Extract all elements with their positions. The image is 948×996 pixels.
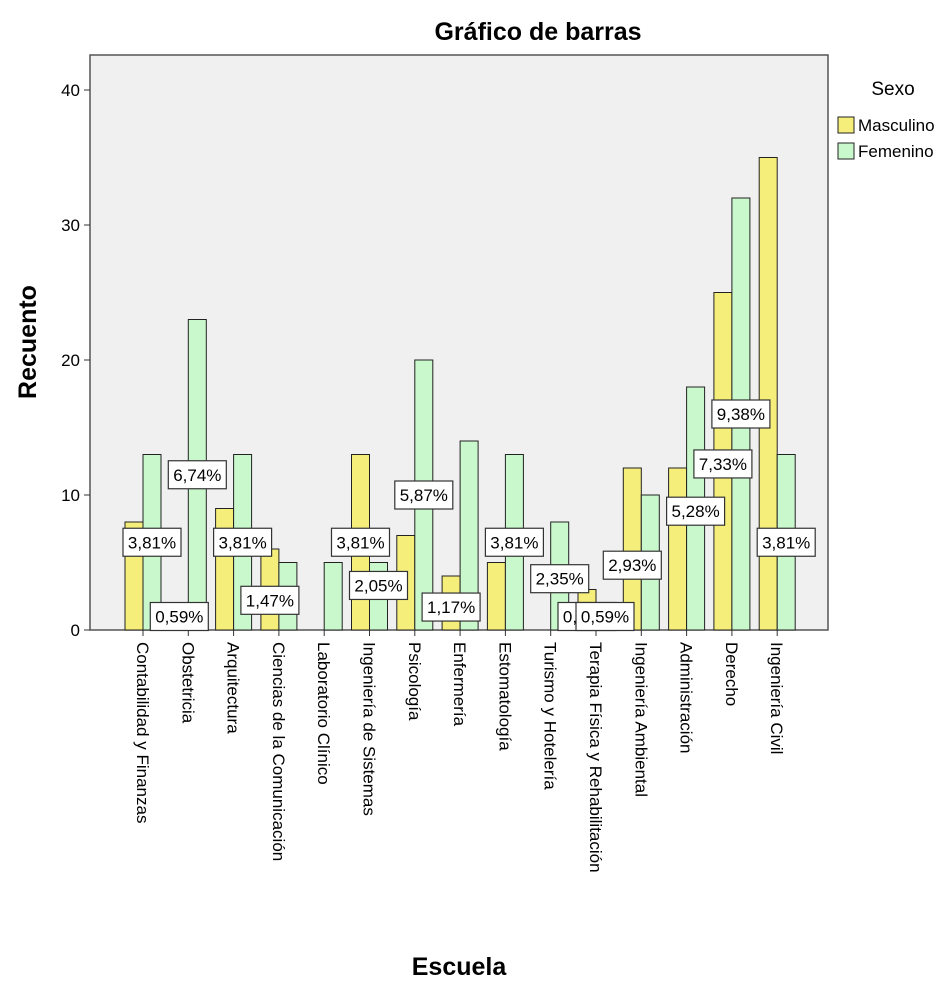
y-axis: 0 10 20 30 40 — [61, 81, 90, 640]
data-label-box — [530, 564, 590, 594]
data-label-box — [711, 399, 771, 429]
data-label-box — [421, 592, 481, 622]
data-label-box — [602, 550, 662, 580]
data-label-box — [330, 527, 391, 557]
data-label: 6,74% — [167, 460, 227, 490]
data-label-text: 2,05% — [354, 576, 402, 595]
x-tick-label: Administración — [677, 642, 696, 754]
data-label-box — [665, 496, 726, 526]
bar-masculino-8 — [486, 562, 506, 631]
x-axis-title: Escuela — [412, 953, 508, 981]
y-tick-label: 0 — [71, 621, 80, 640]
data-label: 2,35% — [530, 564, 590, 594]
x-tick-label: Ciencias de la Comunicación — [269, 642, 288, 861]
x-tick-label: Ingeniería de Sistemas — [360, 642, 379, 816]
data-label-box — [484, 527, 544, 557]
legend-label-masculino: Masculino — [858, 116, 935, 135]
data-labels-group: 3,81% 0,59% 6,74% 3,81% 1,47% 3,81% 2,05% 5,87%… — [122, 399, 816, 632]
data-label-text: 2,35% — [536, 570, 584, 589]
data-label: 9,38% — [711, 399, 771, 429]
data-label-text: 7,33% — [699, 455, 747, 474]
x-tick-label: Laboratorio Clínico — [314, 642, 333, 785]
legend-title: Sexo — [871, 79, 914, 100]
legend-swatch-masculino — [837, 116, 855, 134]
data-label-box — [213, 527, 273, 557]
x-tick-label: Ingeniería Ambiental — [631, 642, 650, 797]
bar-femenino-4 — [323, 562, 343, 631]
bar-masculino-2 — [215, 508, 235, 631]
data-label: 3,81% — [484, 527, 544, 557]
data-label-text: 0,59% — [581, 608, 629, 627]
data-label-box — [756, 527, 816, 557]
y-tick-label: 20 — [61, 351, 80, 370]
data-label-text: 0,59% — [155, 608, 203, 627]
data-label-box — [167, 460, 227, 490]
data-label: 1,17% — [421, 592, 481, 622]
legend-label-femenino: Femenino — [858, 142, 934, 161]
data-label-text: 6,74% — [173, 466, 221, 485]
legend: Sexo Masculino Femenino — [837, 79, 935, 161]
x-tick-label: Estomatología — [495, 642, 514, 751]
data-label: 5,87% — [394, 480, 454, 510]
x-tick-label: Terapia Física y Rehabilitación — [586, 642, 605, 873]
x-tick-label: Obstetricia — [178, 642, 197, 724]
data-label: 5,28% — [665, 496, 726, 526]
data-label-box — [575, 601, 635, 632]
data-label-box — [122, 527, 182, 557]
bar-femenino-7 — [459, 440, 479, 631]
data-label-text: 5,28% — [671, 502, 719, 521]
chart-title: Gráfico de barras — [434, 18, 641, 46]
y-tick-label: 30 — [61, 216, 80, 235]
data-label-text: 5,87% — [400, 486, 448, 505]
x-tick-label: Contabilidad y Finanzas — [133, 642, 152, 823]
data-label-box — [348, 570, 409, 601]
data-label-box — [149, 601, 209, 632]
data-label-box — [240, 585, 300, 615]
data-label-text: 3,81% — [490, 533, 538, 552]
data-label-text: 1,47% — [246, 591, 294, 610]
data-label: 7,33% — [693, 449, 753, 479]
data-label-text: 3,81% — [336, 533, 384, 552]
data-label-box — [394, 480, 454, 510]
y-tick-label: 40 — [61, 81, 80, 100]
data-label: 1,47% — [240, 585, 300, 615]
x-tick-label: Psicología — [405, 642, 424, 721]
x-tick-label: Turismo y Hotelería — [541, 642, 560, 790]
data-label-box — [693, 449, 753, 479]
data-label: 0,59% — [575, 601, 635, 632]
data-label: 2,05% — [348, 570, 409, 601]
bar-masculino-12 — [668, 467, 688, 631]
x-tick-label: Arquitectura — [224, 642, 243, 734]
bar-masculino-14 — [758, 157, 778, 631]
data-label: 0,59% — [149, 601, 209, 632]
legend-swatch-femenino — [837, 142, 855, 160]
data-label: 3,81% — [213, 527, 273, 557]
x-tick-label: Enfermería — [450, 642, 469, 727]
data-label: 3,81% — [122, 527, 182, 557]
data-label: 2,93% — [602, 550, 662, 580]
y-tick-label: 10 — [61, 486, 80, 505]
data-label-text: 1,17% — [427, 598, 475, 617]
y-axis-title: Recuento — [14, 285, 42, 399]
x-tick-label: Derecho — [722, 642, 741, 706]
data-label-text: 3,81% — [762, 533, 810, 552]
data-label: 3,81% — [756, 527, 816, 557]
x-tick-label: Ingeniería Civil — [767, 642, 786, 754]
data-label: 3,81% — [330, 527, 391, 557]
x-axis: Contabilidad y Finanzas Obstetricia Arquit… — [133, 630, 786, 873]
data-label-text: 3,81% — [218, 533, 266, 552]
data-label-text: 3,81% — [128, 533, 176, 552]
data-label-text: 2,93% — [608, 556, 656, 575]
data-label-text: 9,38% — [717, 405, 765, 424]
